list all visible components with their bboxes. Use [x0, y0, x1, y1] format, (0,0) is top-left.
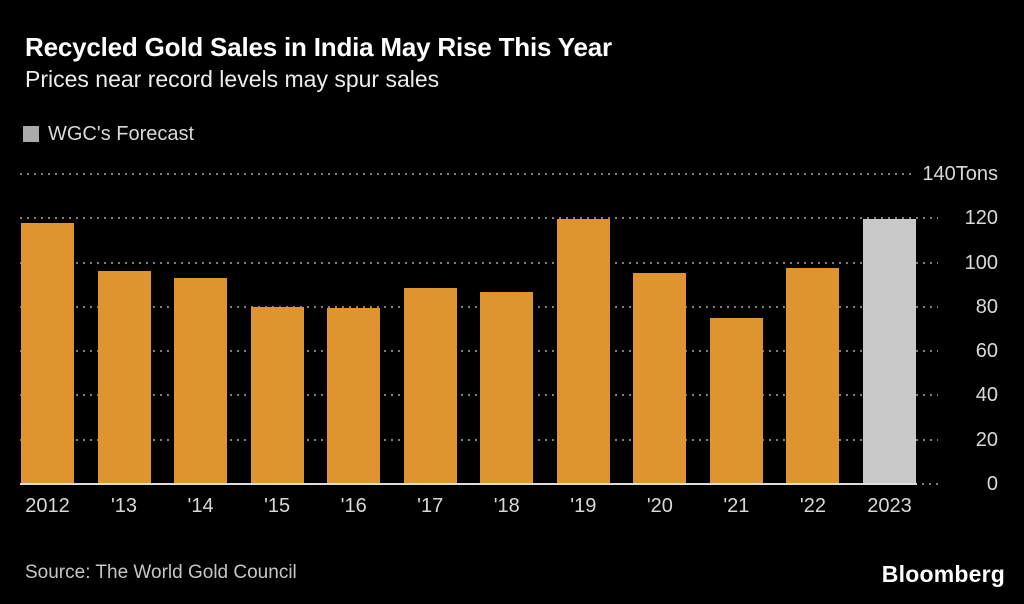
x-axis-label-21: '21 — [723, 495, 750, 517]
x-axis-label-14: '14 — [187, 495, 214, 517]
x-axis-label-13: '13 — [110, 495, 138, 517]
source-text: Source: The World Gold Council — [25, 562, 297, 583]
x-axis-label-2012: 2012 — [25, 495, 70, 517]
x-axis-label-2023: 2023 — [867, 495, 912, 517]
zero-tick — [922, 483, 938, 485]
gridline-60 — [20, 350, 938, 353]
bar-13 — [97, 271, 151, 484]
x-axis-label-17: '17 — [417, 495, 444, 517]
gridline-120 — [20, 217, 938, 220]
bar-14 — [174, 278, 228, 484]
bar-16 — [327, 307, 381, 484]
bar-20 — [633, 272, 687, 484]
gridline-40 — [20, 394, 938, 397]
gridline-100 — [20, 261, 938, 264]
x-axis-label-16: '16 — [340, 495, 367, 517]
y-axis-label-120: 120 — [958, 207, 998, 230]
bar-15 — [250, 306, 304, 484]
x-axis-label-18: '18 — [493, 495, 520, 517]
bar-2023 — [863, 219, 916, 484]
legend-label: WGC's Forecast — [48, 123, 195, 145]
x-axis-label-19: '19 — [570, 495, 597, 517]
y-axis-label-40: 40 — [969, 384, 998, 407]
y-axis-label-0: 0 — [980, 473, 998, 495]
x-axis-label-15: '15 — [264, 495, 291, 517]
bloomberg-logo: Bloomberg — [881, 561, 1005, 587]
y-axis-label-80: 80 — [969, 295, 998, 318]
legend: WGC's Forecast — [23, 124, 194, 144]
y-axis-label-100: 100 — [958, 251, 998, 274]
y-axis-label-20: 20 — [969, 428, 998, 451]
bar-21 — [709, 317, 763, 484]
bar-19 — [556, 219, 610, 484]
y-axis-label-60: 60 — [969, 340, 998, 363]
gridline-80 — [20, 305, 938, 308]
y-axis-label-140: 140Tons — [916, 163, 998, 185]
x-axis-label-20: '20 — [646, 495, 673, 517]
forecast-legend-swatch-icon — [23, 126, 39, 142]
gridline-140 — [20, 173, 938, 175]
chart-subtitle: Prices near record levels may spur sales — [25, 66, 440, 92]
chart-title: Recycled Gold Sales in India May Rise Th… — [25, 32, 612, 62]
gridline-20 — [20, 438, 938, 441]
bar-22 — [786, 268, 840, 484]
bar-17 — [403, 288, 457, 484]
x-axis-label-22: '22 — [799, 495, 826, 517]
x-axis-baseline — [20, 483, 917, 485]
bar-18 — [480, 292, 534, 484]
bar-2012 — [21, 222, 74, 484]
